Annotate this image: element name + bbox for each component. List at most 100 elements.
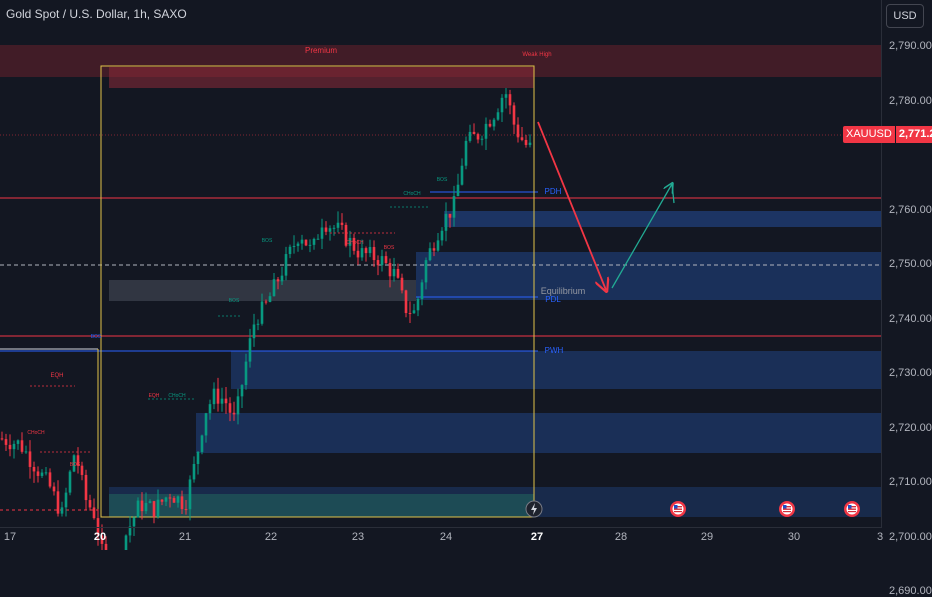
candle-body (196, 451, 200, 464)
candle-body (420, 282, 424, 300)
structure-label: BOS (384, 245, 395, 251)
candle-body (80, 465, 84, 475)
demand-zone (231, 351, 882, 389)
candle-body (484, 123, 488, 139)
candle-body (4, 439, 8, 445)
price-tick-label: 2,740.00 (889, 312, 932, 325)
candle-body (72, 455, 76, 472)
candle-body (184, 509, 188, 511)
candle-body (456, 184, 460, 197)
candle-body (444, 213, 448, 231)
candle-body (288, 246, 292, 255)
candle-body (292, 245, 296, 247)
time-tick-label: 21 (178, 531, 192, 543)
candle-body (60, 507, 64, 514)
candle-body (216, 388, 220, 404)
supply-zone (109, 67, 534, 88)
price-tag-value: 2,771.20 (894, 126, 932, 143)
lightning-glyph (531, 503, 537, 515)
candle-body (356, 250, 360, 258)
currency-button[interactable]: USD (886, 4, 924, 28)
price-tag-symbol: XAUUSD (843, 126, 895, 143)
candle-body (520, 137, 524, 140)
candle-body (424, 260, 428, 283)
candle-body (68, 471, 72, 493)
structure-label: CHoCH (27, 430, 45, 436)
candle-body (52, 486, 56, 492)
candle-body (472, 131, 476, 135)
price-tick-label: 2,700.00 (889, 530, 932, 543)
last-price-tag: XAUUSD 2,771.20 (843, 126, 932, 143)
candle-body (260, 301, 264, 324)
candle-body (432, 248, 436, 251)
candle-body (232, 412, 236, 415)
chart-title: Gold Spot / U.S. Dollar, 1h, SAXO (6, 7, 187, 21)
candle-body (332, 227, 336, 229)
us-flag-event-icon-stripe (783, 508, 791, 510)
candle-body (500, 97, 504, 113)
structure-label: CHoCH (346, 240, 364, 246)
structure-label: CHoCH (168, 393, 186, 399)
candle-body (32, 466, 36, 472)
candle-body (280, 275, 284, 282)
candle-body (140, 500, 144, 512)
candle-body (316, 238, 320, 240)
time-tick-label: 23 (351, 531, 365, 543)
equilibrium-label: Equilibrium (541, 286, 586, 296)
candle-body (224, 398, 228, 404)
candle-body (264, 301, 268, 303)
candle-body (516, 124, 520, 138)
us-flag-event-icon-canton (674, 505, 678, 509)
candle-body (380, 256, 384, 266)
candle-body (128, 526, 132, 536)
us-flag-event-icon-stripe (674, 511, 682, 513)
candle-body (344, 224, 348, 246)
weak-high-label: Weak High (522, 52, 551, 58)
candle-body (132, 517, 136, 527)
candle-body (328, 228, 332, 232)
candle-body (480, 138, 484, 140)
candle-body (96, 518, 100, 536)
candle-body (28, 451, 32, 467)
price-tick-label: 2,750.00 (889, 258, 932, 270)
candle-body (340, 222, 344, 225)
candle-body (176, 496, 180, 503)
candle-body (276, 279, 280, 282)
us-flag-event-icon-stripe (848, 506, 856, 508)
price-axis-separator (881, 0, 882, 528)
candle-body (324, 227, 328, 232)
time-tick-label: 24 (439, 531, 453, 543)
candle-body (228, 403, 232, 413)
forecast-up-tail (671, 183, 675, 204)
candle-body (8, 444, 12, 450)
discount-zone (109, 494, 534, 517)
candle-body (452, 196, 456, 218)
us-flag-event-icon-canton (848, 505, 852, 509)
pdh-label: PDH (545, 187, 562, 196)
candle-body (360, 248, 364, 258)
candle-body (252, 324, 256, 339)
pdl-label: PDL (545, 295, 561, 304)
price-tick-label: 2,780.00 (889, 94, 932, 107)
demand-zone (196, 413, 882, 453)
price-tick-label: 2,730.00 (889, 367, 932, 379)
candle-body (40, 472, 44, 476)
candle-body (296, 243, 300, 246)
candle-body (488, 123, 492, 127)
candle-body (336, 222, 340, 228)
candle-body (416, 299, 420, 311)
candle-body (180, 496, 184, 510)
candle-body (100, 535, 104, 544)
candle-body (348, 237, 352, 246)
candle-body (44, 472, 48, 474)
candle-body (384, 256, 388, 263)
time-tick-label: 27 (530, 531, 544, 543)
candle-body (248, 338, 252, 362)
candle-body (172, 498, 176, 503)
candle-body (148, 501, 152, 503)
price-tick-label: 2,760.00 (889, 203, 932, 216)
candle-body (428, 248, 432, 261)
candle-body (440, 230, 444, 241)
